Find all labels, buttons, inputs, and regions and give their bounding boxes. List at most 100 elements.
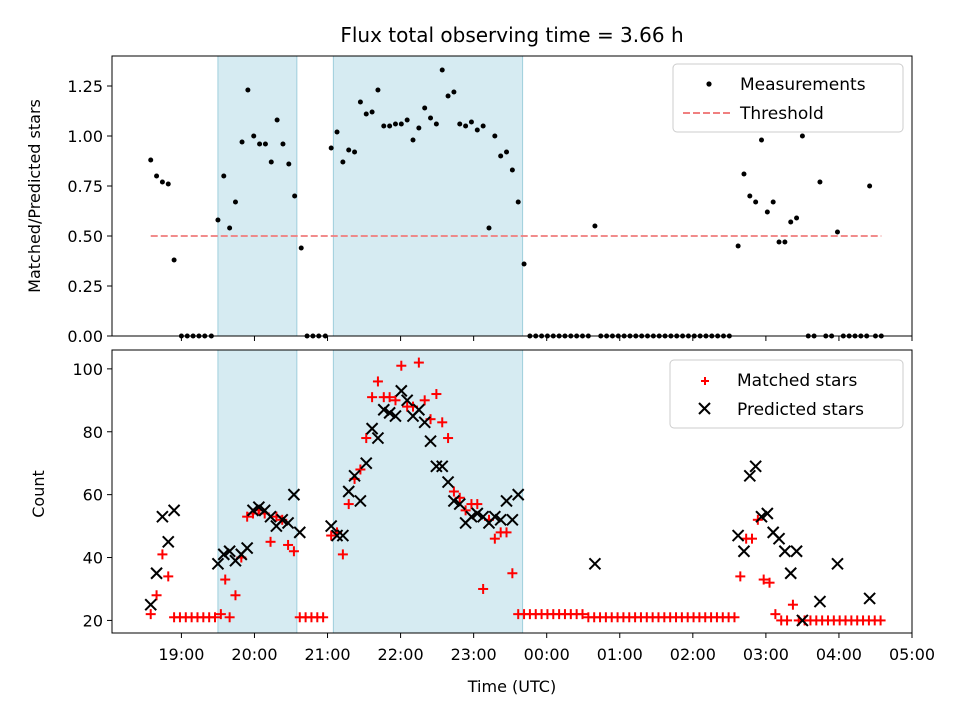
predicted-star-point	[211, 557, 225, 571]
predicted-star-point	[223, 545, 236, 558]
matched-star-point	[157, 549, 168, 560]
predicted-stars-series	[144, 384, 876, 627]
top-y-ticks: 0.00 0.25 0.50 0.75 1.00 1.25	[67, 77, 112, 346]
matched-star-point	[367, 392, 378, 403]
measurement-point	[328, 145, 334, 151]
measurement-point	[799, 133, 805, 139]
matched-star-point	[577, 609, 588, 620]
predicted-star-point	[336, 529, 350, 542]
bottom-ytick-label: 100	[72, 360, 103, 379]
predicted-star-point	[276, 513, 289, 527]
matched-star-point	[501, 527, 512, 538]
measurement-point	[292, 193, 298, 199]
measurement-point	[298, 245, 304, 251]
measurement-point	[251, 133, 257, 139]
matched-star-point	[242, 511, 253, 522]
predicted-star-point	[430, 460, 443, 473]
predicted-star-point	[377, 403, 390, 416]
predicted-star-point	[494, 513, 507, 527]
matched-star-point	[220, 574, 231, 585]
top-ytick-label: 0.50	[67, 227, 103, 246]
bottom-x-ticks: 19:00 20:00 21:00 22:00 23:00 00:00 01:00 02:00…	[158, 633, 935, 664]
matched-stars-series	[145, 357, 886, 626]
top-legend: Measurements Threshold	[672, 63, 904, 133]
measurement-point	[239, 139, 245, 145]
matched-star-point	[747, 533, 757, 544]
bottom-shaded-interval-0	[217, 349, 298, 634]
predicted-star-point	[383, 406, 396, 420]
measurement-point	[280, 141, 286, 147]
bottom-legend-frame	[669, 359, 904, 429]
matched-star-point	[448, 486, 459, 497]
predicted-star-point	[731, 529, 745, 542]
predicted-star-point	[371, 431, 385, 445]
measurement-point	[480, 123, 486, 129]
legend-measurements-marker	[706, 81, 712, 87]
predicted-star-point	[743, 469, 757, 482]
predicted-star-point	[167, 504, 181, 517]
matched-star-point	[151, 590, 162, 601]
measurement-point	[165, 181, 171, 187]
matched-star-point	[145, 609, 156, 620]
measurement-point	[245, 87, 251, 93]
matched-star-point	[372, 376, 383, 387]
bottom-xtick-label: 21:00	[304, 645, 350, 664]
bottom-panel: 20 40 60 80 100 19:00 20:00 21:00 22:00 23:00 00:…	[29, 349, 935, 696]
matched-star-point	[431, 389, 442, 400]
predicted-star-point	[348, 469, 361, 482]
measurement-point	[492, 133, 498, 139]
bottom-shaded-intervals	[217, 349, 524, 634]
measurement-point	[782, 239, 788, 245]
matched-star-point	[390, 395, 401, 406]
predicted-star-point	[755, 510, 768, 523]
matched-star-point	[288, 546, 299, 557]
matched-star-point	[758, 574, 769, 585]
measurement-point	[794, 215, 800, 221]
predicted-star-point	[424, 434, 437, 448]
bottom-xtick-label: 19:00	[158, 645, 204, 664]
measurement-point	[268, 159, 274, 165]
measurement-point	[387, 123, 393, 129]
bottom-xtick-label: 20:00	[231, 645, 277, 664]
top-x-ticks	[180, 336, 913, 341]
measurement-point	[227, 225, 233, 231]
legend-predicted-marker	[698, 402, 711, 415]
predicted-star-point	[453, 497, 466, 511]
measurement-point	[515, 199, 521, 205]
predicted-star-point	[287, 488, 301, 501]
top-ytick-label: 0.00	[67, 327, 103, 346]
matched-star-point	[337, 549, 348, 560]
predicted-star-point	[436, 460, 449, 473]
predicted-star-point	[342, 485, 355, 498]
legend-predicted-label: Predicted stars	[737, 400, 864, 420]
matched-star-point	[437, 417, 448, 428]
measurement-point	[468, 119, 474, 125]
matched-star-point	[210, 612, 221, 623]
top-title: Flux total observing time = 3.66 h	[340, 23, 683, 47]
predicted-star-point	[240, 541, 254, 555]
matched-star-point	[326, 530, 337, 541]
measurement-point	[375, 87, 381, 93]
measurement-point	[404, 117, 410, 123]
measurement-point	[215, 217, 221, 223]
predicted-star-point	[395, 384, 408, 398]
bottom-ytick-label: 20	[83, 611, 103, 630]
bottom-ytick-label: 40	[83, 549, 103, 568]
matched-star-point	[478, 583, 489, 594]
matched-star-point	[729, 612, 740, 623]
measurement-point	[592, 223, 598, 229]
predicted-star-point	[772, 532, 786, 545]
predicted-star-point	[863, 592, 876, 605]
matched-star-point	[489, 533, 500, 544]
predicted-star-point	[264, 510, 277, 523]
measurement-point	[753, 199, 759, 205]
matched-star-point	[355, 464, 366, 475]
matched-star-point	[230, 590, 241, 601]
matched-star-point	[265, 536, 276, 547]
predicted-star-point	[761, 507, 774, 520]
measurement-point	[463, 123, 469, 129]
predicted-star-point	[412, 403, 426, 416]
matched-star-point	[396, 360, 407, 371]
measurement-point	[221, 173, 227, 179]
predicted-star-point	[506, 513, 519, 527]
